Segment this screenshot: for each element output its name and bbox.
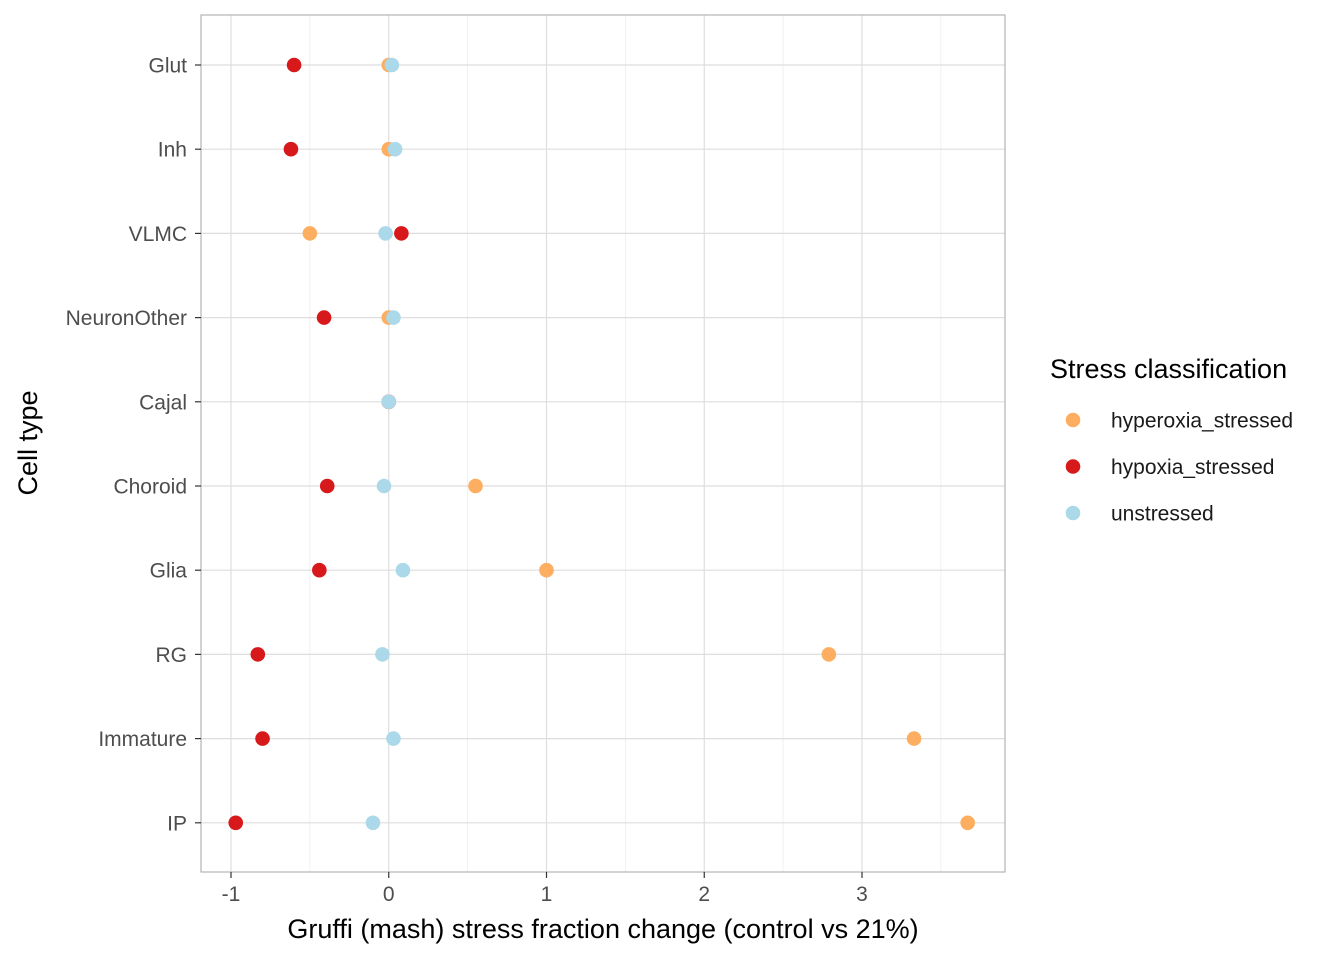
legend-items: hyperoxia_stressed hypoxia_stressedunstre… [1065, 410, 1293, 526]
data-point-unstressed [395, 562, 411, 578]
legend-key-unstressed [1065, 505, 1081, 521]
x-tick-label: 2 [698, 883, 710, 906]
data-point-hyperoxia_stressed [906, 731, 922, 746]
data-point-hypoxia_stressed [255, 731, 270, 746]
data-point-hypoxia_stressed [286, 57, 302, 73]
data-point-hypoxia_stressed [319, 478, 335, 494]
y-tick-label: Choroid [113, 476, 187, 499]
y-tick-label: NeuronOther [66, 307, 187, 330]
data-point-unstressed [386, 310, 401, 325]
x-tick-label: 3 [856, 883, 868, 906]
y-axis: Glut Inh VLMC NeuronOther Cajal Choroid Glia RG… [66, 55, 201, 835]
data-point-hypoxia_stressed [228, 815, 244, 831]
y-tick-label: VLMC [129, 223, 187, 246]
legend-key-hypoxia_stressed [1065, 459, 1081, 474]
grid-layer [201, 15, 1005, 872]
data-point-hypoxia_stressed [394, 226, 409, 241]
data-point-hyperoxia_stressed [821, 647, 837, 662]
legend-label: hyperoxia_stressed [1111, 410, 1293, 433]
data-point-unstressed [378, 226, 393, 241]
x-tick-label: 1 [541, 883, 553, 906]
y-tick-label: Inh [158, 139, 187, 162]
data-point-hyperoxia_stressed [302, 226, 318, 241]
x-axis: -1 0 1 2 3 [222, 872, 868, 906]
panel-border [200, 14, 1006, 873]
data-point-unstressed [381, 394, 397, 410]
x-axis-title: Gruffi (mash) stress fraction change (co… [287, 914, 918, 944]
data-point-unstressed [365, 815, 381, 831]
data-point-hypoxia_stressed [283, 141, 299, 157]
y-tick-label: Glut [148, 55, 187, 78]
legend-title: Stress classification [1050, 354, 1287, 384]
y-tick-label: RG [156, 644, 188, 667]
data-point-hypoxia_stressed [316, 310, 332, 325]
data-point-unstressed [384, 57, 400, 73]
data-point-hypoxia_stressed [250, 647, 266, 662]
data-point-hyperoxia_stressed [539, 562, 554, 578]
data-point-unstressed [387, 141, 403, 157]
x-tick-label: -1 [222, 883, 241, 906]
data-point-unstressed [376, 478, 392, 494]
legend-label: hypoxia_stressed [1111, 456, 1274, 479]
y-axis-title: Cell type [13, 390, 43, 495]
points-layer [228, 57, 975, 831]
data-point-unstressed [375, 647, 390, 662]
x-tick-label: 0 [383, 883, 395, 906]
data-point-hypoxia_stressed [312, 562, 327, 578]
data-point-unstressed [386, 731, 401, 746]
data-point-hyperoxia_stressed [960, 815, 975, 831]
y-tick-label: IP [167, 812, 187, 835]
y-tick-label: Glia [150, 560, 188, 583]
legend: Stress classification hyperoxia_stressed… [1050, 354, 1293, 526]
y-tick-label: Cajal [139, 391, 187, 414]
legend-label: unstressed [1111, 503, 1214, 526]
data-point-hyperoxia_stressed [468, 478, 483, 494]
legend-key-hyperoxia_stressed [1065, 412, 1081, 428]
y-tick-label: Immature [98, 728, 187, 751]
